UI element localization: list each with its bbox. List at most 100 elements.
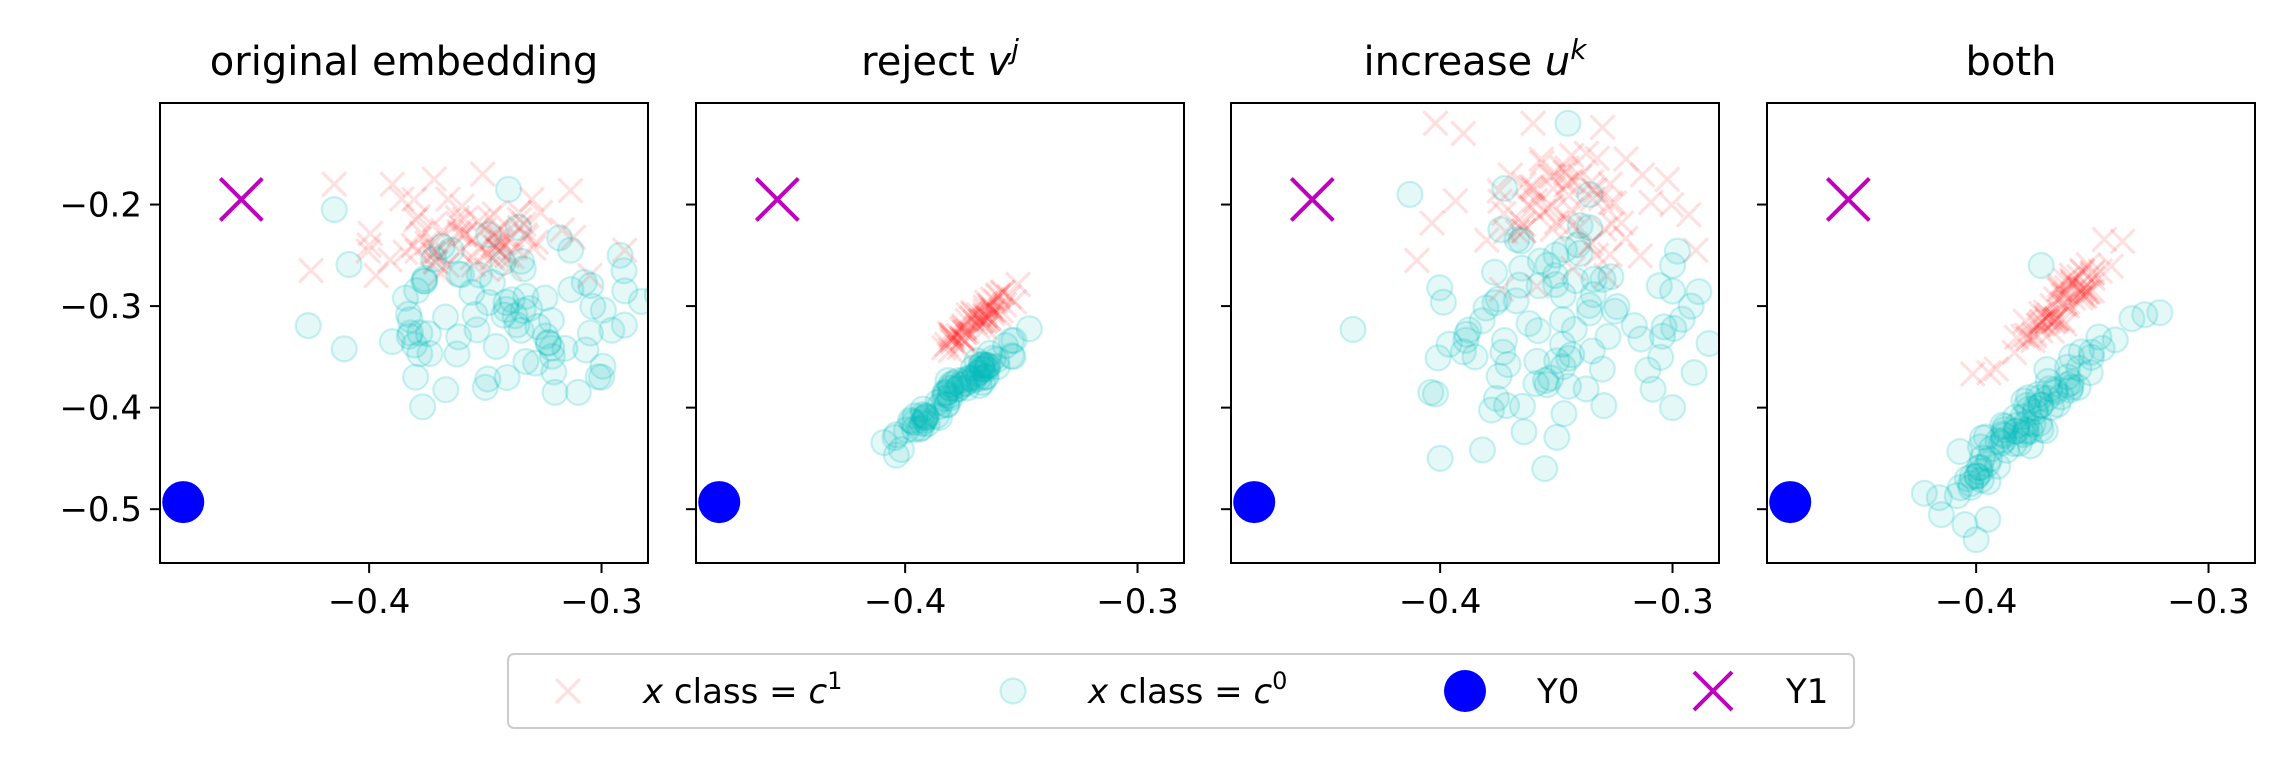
legend-label: x class = c1	[642, 667, 842, 712]
c1-point	[2025, 312, 2052, 339]
c0-point	[1989, 411, 2017, 439]
c0-point	[494, 175, 523, 203]
c0-point	[1482, 384, 1511, 413]
c1-point	[1658, 191, 1685, 219]
c1-point	[2079, 277, 2106, 304]
c1-point	[962, 309, 989, 336]
c1-point	[2043, 306, 2071, 333]
c1-point	[427, 260, 454, 287]
c1-point	[1591, 215, 1618, 243]
panel-points	[1233, 109, 1719, 524]
c0-point	[1523, 347, 1551, 375]
c1-point	[2071, 274, 2099, 302]
c0-point	[1963, 462, 1991, 490]
c0-point	[951, 370, 979, 398]
c1-point	[451, 220, 478, 247]
c1-point	[950, 314, 978, 341]
c0-point	[406, 340, 434, 368]
c1-point	[1442, 187, 1469, 214]
c0-point	[933, 378, 961, 406]
c0-point	[1505, 271, 1533, 299]
c0-point	[1548, 305, 1577, 334]
c0-point	[396, 319, 425, 347]
c0-point	[498, 286, 526, 314]
c1-point	[2015, 325, 2042, 352]
c1-point	[1504, 218, 1531, 245]
c1-point	[946, 334, 973, 361]
c1-point	[1637, 189, 1665, 216]
c0-point	[909, 395, 937, 423]
c0-point	[448, 261, 476, 289]
c0-point	[892, 416, 921, 444]
c0-point	[1554, 109, 1582, 137]
c0-point	[2015, 395, 2043, 423]
panel-title-variable: v	[987, 39, 1012, 85]
c0-point	[492, 288, 520, 316]
y0-point	[1233, 481, 1276, 524]
c0-point	[1468, 307, 1496, 335]
c0-point	[1468, 436, 1497, 464]
c0-point	[910, 407, 939, 435]
c0-point	[1508, 392, 1537, 420]
c1-point	[421, 166, 448, 193]
c0-point	[2067, 338, 2095, 366]
c1-point	[937, 337, 964, 364]
c0-point	[532, 322, 560, 350]
c1-point	[2038, 292, 2066, 319]
c1-point	[392, 239, 419, 266]
c0-point	[1972, 423, 2000, 451]
c0-point	[294, 311, 322, 340]
c0-point	[898, 407, 926, 435]
c1-point	[958, 304, 985, 332]
c1-point	[1612, 225, 1639, 252]
c0-point	[1660, 314, 1688, 342]
c0-point	[887, 436, 915, 464]
c1-point	[469, 160, 496, 188]
legend-label-text: class =	[663, 672, 808, 712]
c0-point	[1663, 237, 1692, 265]
c1-point	[1519, 110, 1547, 137]
c0-point	[2036, 375, 2064, 403]
c0-point	[1965, 454, 1993, 482]
c0-point	[1550, 399, 1578, 428]
c0-point	[509, 297, 537, 325]
c0-point	[428, 232, 456, 261]
c0-point	[1566, 211, 1594, 240]
c1-point	[418, 239, 446, 266]
c1-point	[989, 279, 1016, 306]
c0-point	[1542, 241, 1570, 269]
c0-point	[1542, 270, 1570, 299]
c1-point	[446, 218, 473, 245]
c0-point	[1487, 216, 1515, 244]
c0-point	[414, 320, 443, 348]
legend-marker-y0	[1444, 670, 1486, 712]
c1-point	[954, 318, 981, 345]
c1-point	[479, 244, 506, 272]
c1-point	[481, 200, 508, 227]
c1-point	[502, 234, 529, 261]
c1-point	[967, 308, 994, 335]
c1-point	[476, 204, 503, 231]
c0-point	[598, 316, 626, 344]
c1-point	[2098, 253, 2125, 280]
c1-point	[485, 224, 512, 251]
c0-point	[2031, 417, 2059, 445]
c0-point	[1946, 474, 1974, 502]
c0-point	[905, 415, 933, 443]
c0-point	[537, 306, 565, 334]
c0-point	[1968, 444, 1997, 472]
c1-point	[1983, 355, 2010, 383]
c0-point	[936, 374, 964, 402]
x-tick-label: −0.4	[864, 582, 947, 622]
c1-point	[2028, 308, 2056, 335]
c0-point	[1990, 426, 2018, 454]
panel-3: increase uk −0.4 −0.3	[1221, 33, 1720, 622]
c1-point	[1539, 163, 1566, 190]
c0-point	[1975, 445, 2004, 473]
c1-point	[1522, 187, 1549, 214]
c0-point	[931, 379, 959, 407]
c0-point	[475, 221, 503, 249]
c1-point	[422, 248, 449, 275]
c1-point	[2069, 258, 2096, 285]
c0-point	[870, 429, 898, 457]
